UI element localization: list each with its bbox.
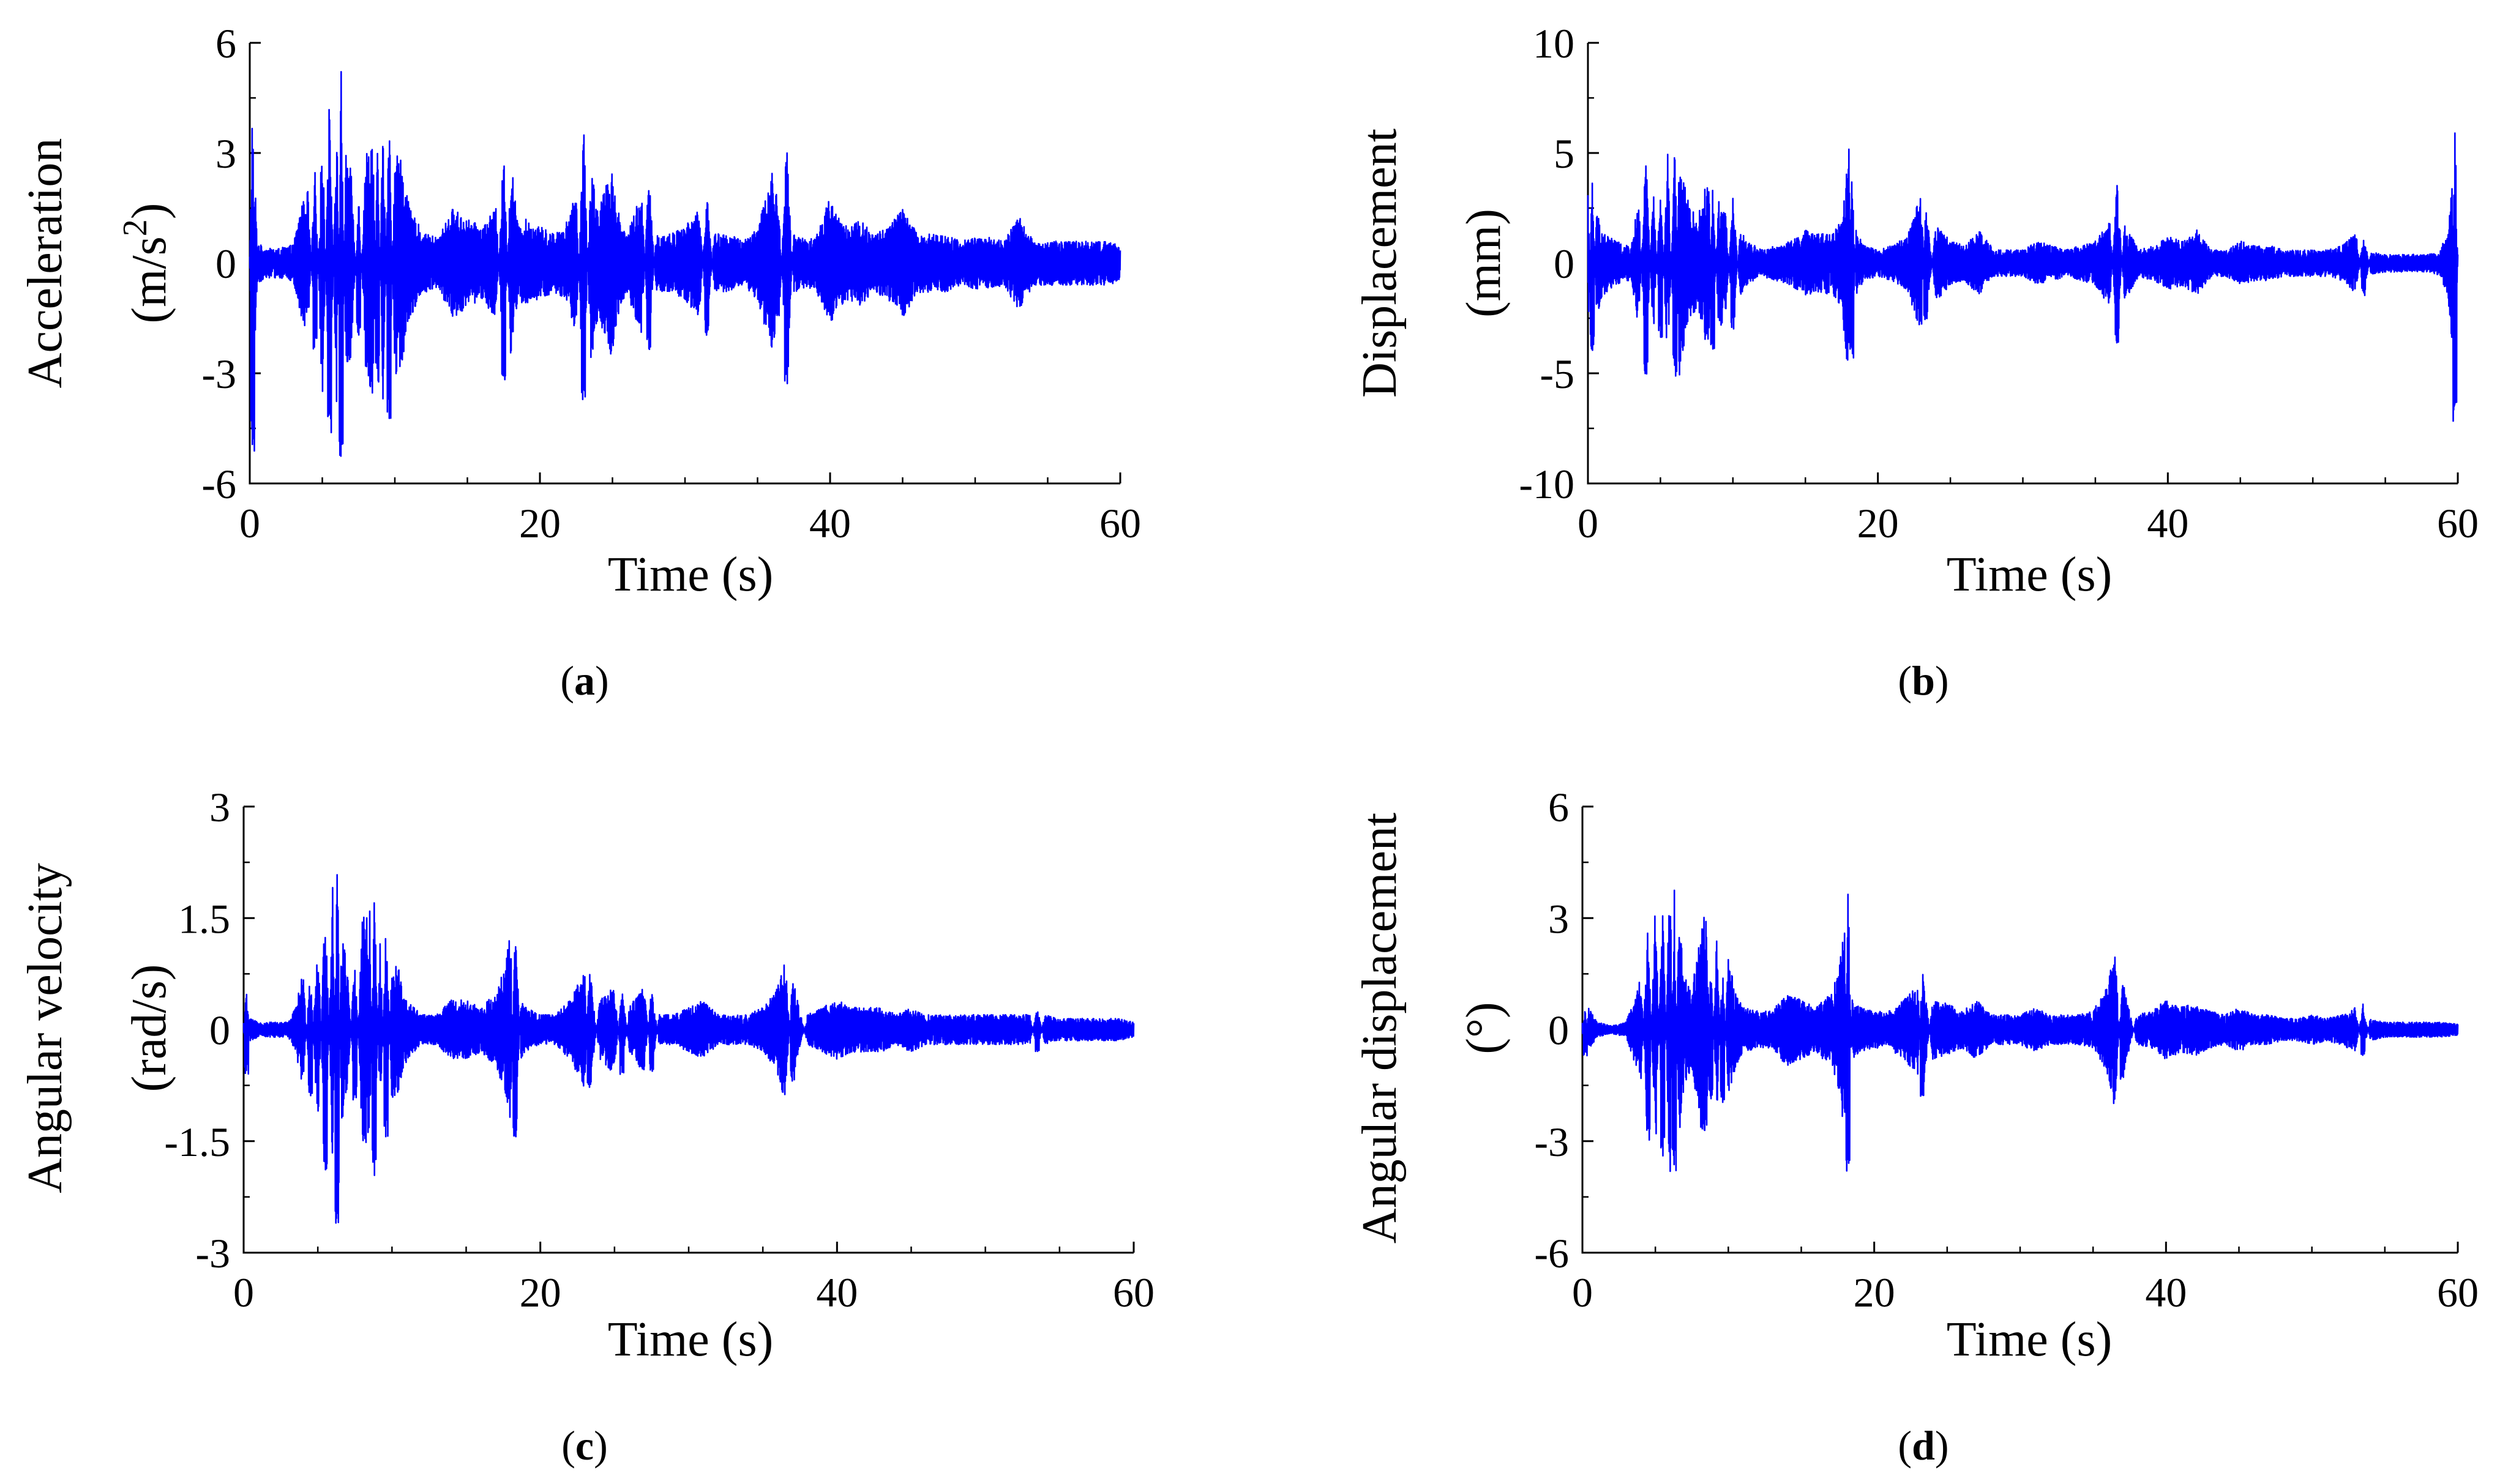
x-tick-label: 40	[816, 1269, 858, 1316]
x-tick-label: 20	[520, 1269, 561, 1316]
y-tick-label: -10	[1519, 461, 1574, 507]
x-tick-label: 60	[2437, 1269, 2479, 1316]
y-tick-label: 3	[1548, 895, 1569, 942]
y-tick-label: 6	[1548, 784, 1569, 830]
panel-c-angular-velocity: Angular velocity (rad/s) Time (s) (c) -3…	[18, 784, 1155, 1469]
panel-caption: (c)	[561, 1422, 608, 1469]
x-tick-label: 20	[1854, 1269, 1895, 1316]
series-line	[1587, 132, 2459, 422]
panel-b-displacement: Displacement (mm) Time (s) (b) -10 -5 0 5 10…	[1353, 20, 2479, 704]
series-line	[1581, 889, 2459, 1173]
y-axis-title-line1: Angular displacement	[1353, 813, 1407, 1244]
series-line	[249, 71, 1121, 457]
x-tick-label: 40	[2145, 1269, 2187, 1316]
y-axis-title-line2: (m/s2)	[116, 203, 176, 324]
y-axis-title-line2: (rad/s)	[122, 964, 176, 1092]
x-tick-label: 0	[239, 500, 260, 546]
x-tick-label: 40	[809, 500, 851, 546]
x-tick-label: 60	[1099, 500, 1141, 546]
y-tick-label: 3	[215, 130, 236, 177]
y-tick-label: -1.5	[164, 1119, 230, 1165]
x-tick-label: 60	[2437, 500, 2479, 546]
panel-a-acceleration: Acceleration (m/s2) Time (s) (a) -6 -3 0 3 6…	[18, 20, 1141, 704]
y-tick-label: 6	[215, 20, 236, 67]
y-tick-label: 0	[1548, 1007, 1569, 1054]
y-axis-title: Acceleration (m/s2)	[18, 138, 176, 389]
y-tick-label: 0	[215, 240, 236, 287]
panel-caption: (a)	[560, 657, 608, 704]
panel-caption: (b)	[1898, 657, 1948, 704]
y-axis-title-line2: (mm)	[1457, 209, 1511, 318]
y-tick-label: -6	[201, 461, 236, 507]
y-tick-label: -6	[1534, 1230, 1569, 1277]
x-tick-label: 0	[233, 1269, 254, 1316]
panel-d-angular-displacement: Angular displacement (°) Time (s) (d) -6…	[1353, 784, 2479, 1469]
y-tick-label: -3	[201, 351, 236, 397]
y-tick-label: 3	[209, 784, 230, 830]
y-axis-title-line1: Angular velocity	[18, 863, 72, 1193]
y-axis-title: Angular velocity (rad/s)	[18, 863, 176, 1193]
y-tick-label: 5	[1554, 130, 1574, 177]
x-axis-title: Time (s)	[1947, 1313, 2112, 1367]
y-tick-label: -3	[195, 1230, 230, 1277]
x-tick-label: 60	[1113, 1269, 1155, 1316]
y-tick-label: 10	[1533, 20, 1574, 67]
y-axis-title: Angular displacement (°)	[1353, 813, 1511, 1244]
x-tick-label: 40	[2147, 500, 2188, 546]
x-tick-label: 20	[1857, 500, 1899, 546]
x-axis-title: Time (s)	[608, 1313, 773, 1367]
y-tick-label: 0	[209, 1007, 230, 1054]
y-tick-label: 1.5	[178, 895, 230, 942]
x-axis-title: Time (s)	[1947, 548, 2112, 602]
y-tick-label: 0	[1554, 240, 1574, 287]
y-axis-title-line1: Displacement	[1353, 129, 1407, 398]
series-line	[242, 874, 1135, 1224]
x-axis-title: Time (s)	[608, 548, 773, 602]
y-tick-label: -3	[1534, 1119, 1569, 1165]
y-axis-title-line1: Acceleration	[18, 138, 72, 389]
x-tick-label: 0	[1578, 500, 1598, 546]
y-axis-title: Displacement (mm)	[1353, 129, 1511, 398]
panel-caption: (d)	[1898, 1422, 1948, 1469]
y-tick-label: -5	[1540, 351, 1574, 397]
x-tick-label: 20	[519, 500, 561, 546]
y-axis-title-line2: (°)	[1457, 1002, 1511, 1054]
x-tick-label: 0	[1572, 1269, 1593, 1316]
